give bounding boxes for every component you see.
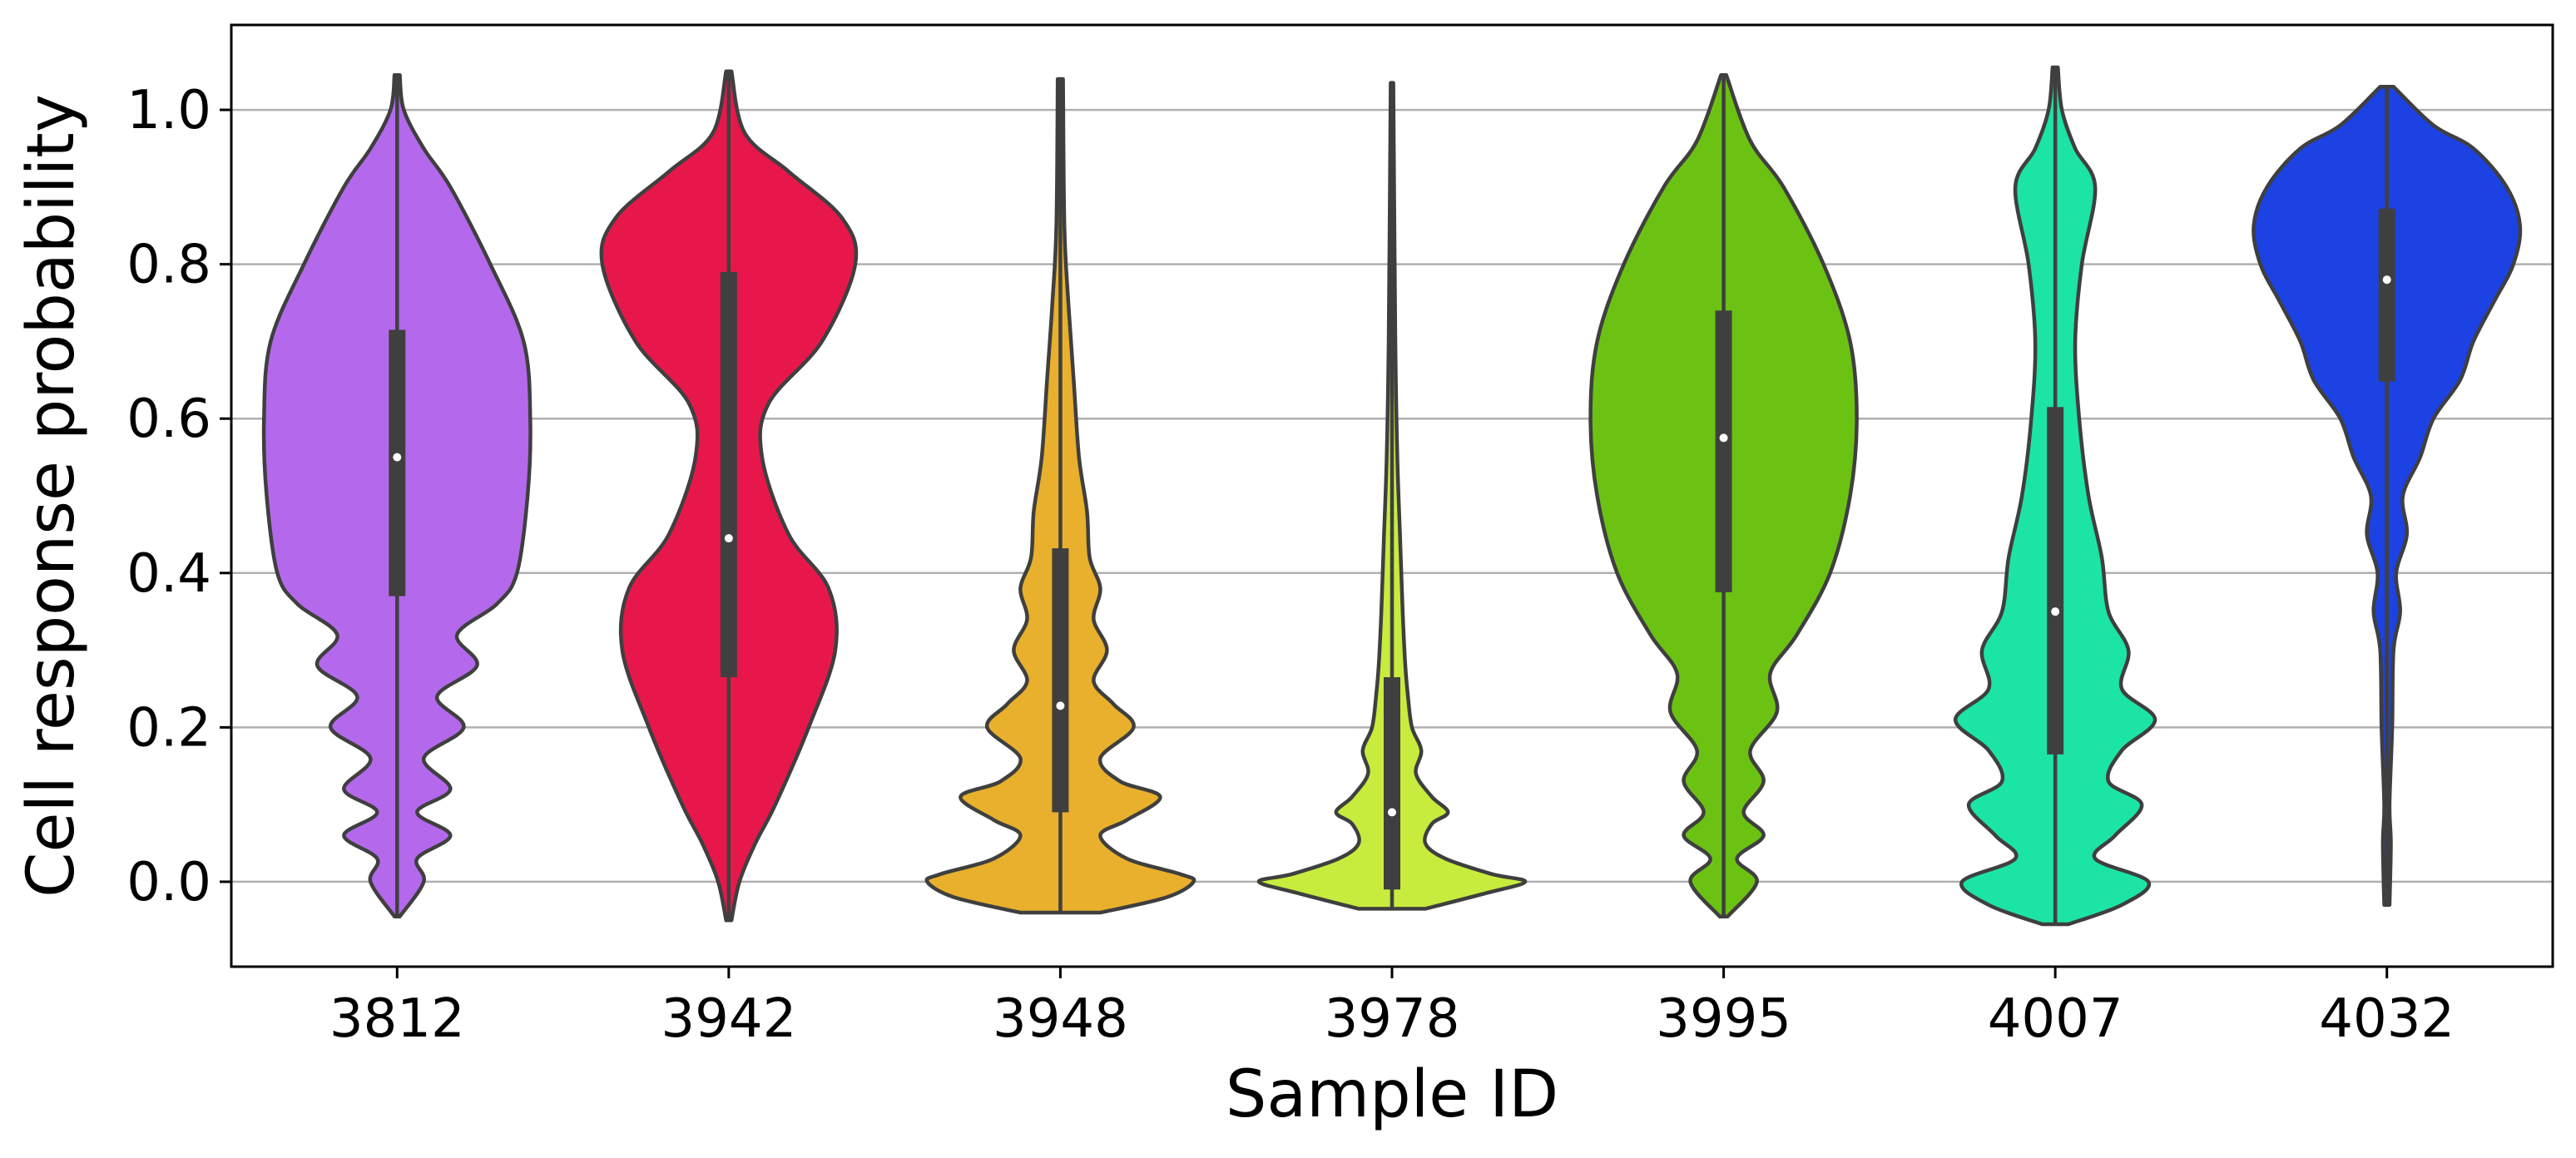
x-tick-label: 3942 (661, 988, 796, 1050)
x-tick-label: 4007 (1988, 988, 2123, 1050)
violin-median-marker (2382, 275, 2391, 285)
x-axis-label: Sample ID (1226, 1057, 1558, 1132)
violin-iqr-box (1384, 677, 1400, 890)
y-axis-label: Cell response probability (14, 94, 89, 898)
violin-4032 (2252, 84, 2523, 908)
violin-iqr-box (2047, 407, 2064, 755)
x-tick-label: 3948 (993, 988, 1128, 1050)
violin-median-marker (1719, 433, 1728, 443)
violin-median-marker (1388, 808, 1396, 817)
violin-median-marker (2051, 607, 2060, 616)
violin-3812 (261, 73, 533, 918)
y-tick-label: 0.4 (126, 543, 211, 605)
violin-iqr-box (720, 271, 737, 678)
x-tick-label: 4032 (2319, 988, 2455, 1050)
y-tick-label: 0.8 (126, 235, 211, 296)
violin-median-marker (393, 453, 402, 462)
violin-4007 (1953, 65, 2157, 927)
violin-3948 (924, 77, 1196, 915)
violins (261, 65, 2523, 927)
violin-median-marker (724, 534, 733, 543)
violin-3942 (599, 69, 859, 923)
x-tick-label: 3978 (1325, 988, 1460, 1050)
y-tick-label: 1.0 (126, 80, 211, 141)
violin-iqr-box (1715, 310, 1732, 592)
violin-median-marker (1056, 701, 1065, 710)
violin-3995 (1588, 73, 1859, 918)
y-tick-label: 0.6 (126, 388, 211, 450)
violin-iqr-box (1052, 548, 1069, 813)
violin-iqr-box (2378, 208, 2395, 382)
y-axis-ticks: 0.0 0.2 0.4 0.6 0.8 1.0 (126, 80, 231, 913)
y-tick-label: 0.2 (126, 697, 211, 759)
violin-iqr-box (389, 329, 406, 596)
x-tick-label: 3812 (329, 988, 465, 1050)
x-tick-label: 3995 (1656, 988, 1791, 1050)
violin-3978 (1256, 81, 1528, 911)
y-tick-label: 0.0 (126, 852, 211, 913)
x-axis-ticks: 3812 3942 3948 3978 3995 4007 4032 (329, 967, 2455, 1050)
